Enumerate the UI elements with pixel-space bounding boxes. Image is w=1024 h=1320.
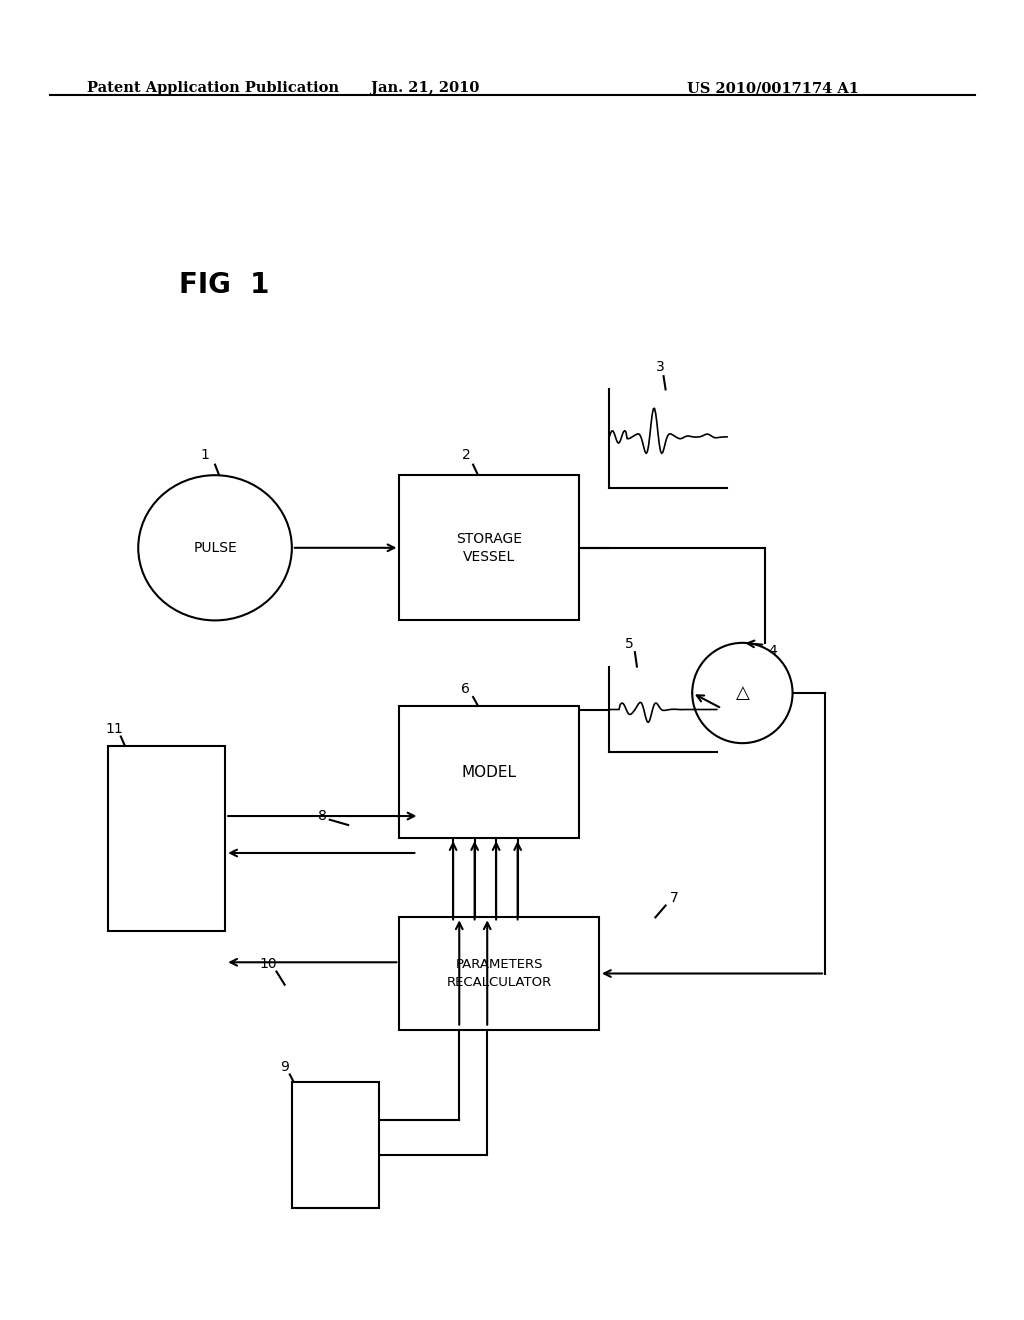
Text: US 2010/0017174 A1: US 2010/0017174 A1 bbox=[687, 82, 859, 95]
Text: 11: 11 bbox=[105, 722, 124, 735]
Text: FIG  1: FIG 1 bbox=[179, 271, 269, 298]
Text: 4: 4 bbox=[769, 644, 777, 657]
Text: △: △ bbox=[735, 684, 750, 702]
Text: 7: 7 bbox=[670, 891, 678, 904]
Bar bbox=[399, 475, 579, 620]
Text: 8: 8 bbox=[318, 809, 327, 822]
Text: 3: 3 bbox=[656, 360, 665, 374]
Bar bbox=[399, 917, 599, 1030]
Bar bbox=[399, 706, 579, 838]
Text: Patent Application Publication: Patent Application Publication bbox=[87, 82, 339, 95]
Text: 1: 1 bbox=[201, 449, 209, 462]
Text: MODEL: MODEL bbox=[462, 764, 516, 780]
Bar bbox=[108, 746, 225, 931]
Ellipse shape bbox=[138, 475, 292, 620]
Bar bbox=[292, 1082, 379, 1208]
Text: 2: 2 bbox=[462, 449, 470, 462]
Text: 10: 10 bbox=[259, 957, 278, 970]
Circle shape bbox=[692, 643, 793, 743]
Text: PARAMETERS
RECALCULATOR: PARAMETERS RECALCULATOR bbox=[446, 958, 552, 989]
Text: 9: 9 bbox=[281, 1060, 289, 1073]
Text: 6: 6 bbox=[462, 682, 470, 696]
Text: Jan. 21, 2010: Jan. 21, 2010 bbox=[371, 82, 479, 95]
Text: PULSE: PULSE bbox=[194, 541, 237, 554]
Text: 5: 5 bbox=[626, 638, 634, 651]
Text: STORAGE
VESSEL: STORAGE VESSEL bbox=[456, 532, 522, 564]
